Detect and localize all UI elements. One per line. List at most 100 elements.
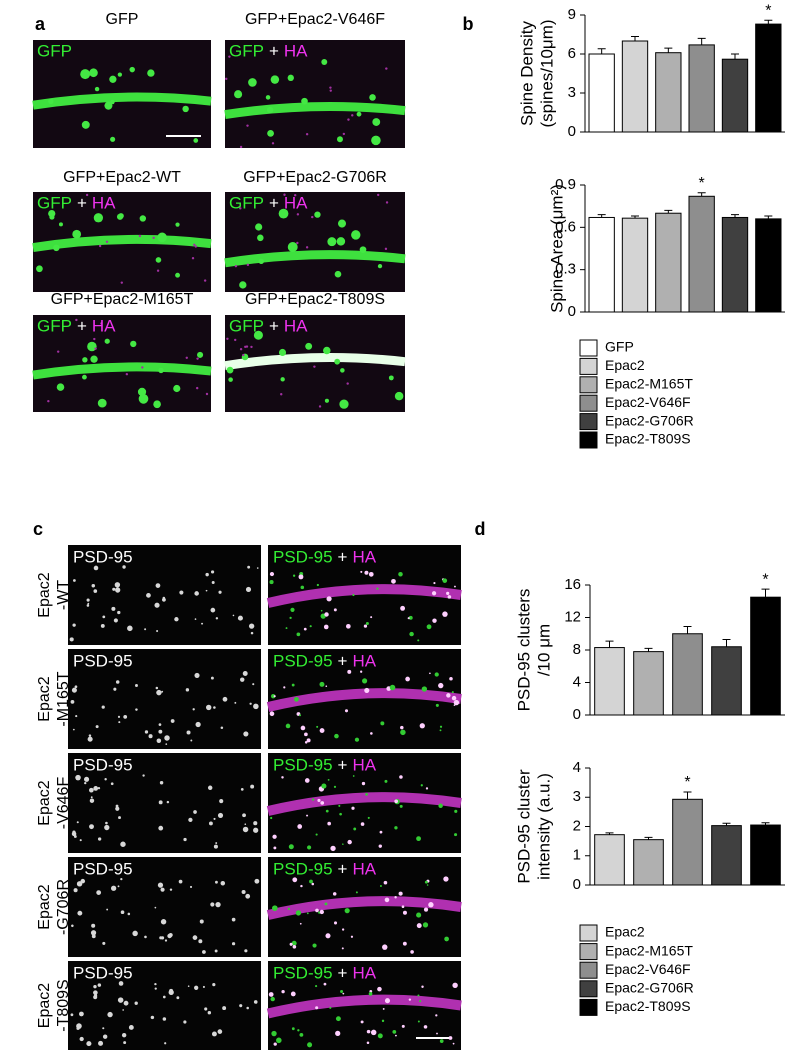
ha-signal: [185, 356, 188, 359]
puncta: [365, 622, 369, 626]
legend-swatch: [579, 394, 598, 412]
puncta: [425, 787, 429, 790]
puncta: [288, 844, 294, 850]
puncta: [347, 669, 352, 674]
spine: [182, 105, 189, 113]
puncta: [135, 684, 138, 687]
spine: [90, 355, 98, 363]
error-bar: [664, 47, 673, 53]
legend-swatch: [579, 980, 598, 998]
error-bar: [644, 647, 653, 652]
puncta: [327, 778, 330, 781]
dendrite: [32, 362, 212, 380]
puncta: [253, 821, 258, 826]
puncta: [76, 881, 83, 887]
ha-signal: [246, 263, 250, 267]
puncta: [222, 696, 228, 702]
puncta: [442, 578, 448, 583]
puncta: [326, 596, 332, 602]
spine: [94, 86, 100, 92]
puncta: [245, 586, 252, 593]
puncta: [176, 996, 180, 1000]
puncta: [360, 1020, 364, 1024]
puncta: [426, 624, 432, 630]
puncta: [401, 1024, 405, 1028]
spine: [340, 368, 345, 373]
channel-label: PSD-95: [73, 547, 133, 566]
row-label: Epac2: [36, 676, 53, 721]
puncta: [102, 1034, 108, 1039]
puncta: [341, 928, 345, 931]
puncta: [364, 687, 370, 693]
puncta: [290, 991, 296, 997]
puncta: [315, 985, 318, 988]
puncta: [383, 880, 388, 885]
puncta: [217, 812, 224, 818]
puncta: [121, 1032, 127, 1038]
puncta: [402, 941, 407, 946]
legend-swatch: [579, 357, 598, 375]
spine: [175, 272, 180, 278]
puncta: [96, 890, 102, 895]
puncta: [107, 1011, 113, 1018]
spine: [336, 237, 346, 246]
legend-label: GFP: [605, 339, 634, 355]
puncta: [194, 985, 199, 990]
puncta: [253, 1000, 258, 1004]
bar: [721, 216, 749, 313]
spine: [82, 357, 88, 363]
ha-signal: [296, 213, 300, 216]
puncta: [408, 615, 413, 620]
puncta: [304, 732, 308, 737]
puncta: [220, 726, 224, 730]
ha-signal: [141, 366, 144, 369]
ha-signal: [85, 193, 89, 197]
channel-label: PSD-95: [273, 755, 333, 774]
puncta: [83, 776, 90, 782]
puncta: [439, 1039, 444, 1043]
puncta: [242, 671, 248, 676]
puncta: [84, 781, 87, 785]
spine: [93, 213, 104, 223]
ha-signal: [47, 399, 50, 403]
puncta: [158, 825, 164, 831]
puncta: [333, 608, 337, 612]
puncta: [273, 846, 277, 850]
puncta: [384, 779, 388, 783]
puncta: [333, 785, 337, 788]
puncta: [339, 812, 342, 816]
puncta: [120, 910, 125, 915]
spine: [356, 111, 362, 117]
row-label: -M165T: [55, 671, 72, 726]
puncta: [421, 686, 428, 692]
error-bar: [731, 53, 739, 60]
bar: [633, 839, 664, 886]
spine: [56, 383, 65, 391]
micrograph: [68, 961, 261, 1050]
y-tick-label: 12: [564, 608, 581, 625]
puncta: [368, 571, 374, 577]
puncta: [394, 896, 397, 899]
puncta: [242, 813, 246, 818]
image-title: GFP: [106, 11, 139, 28]
ha-signal: [239, 145, 243, 149]
puncta: [416, 836, 421, 842]
puncta: [86, 604, 90, 607]
puncta: [198, 939, 203, 944]
spine: [239, 281, 247, 289]
puncta: [379, 884, 382, 887]
puncta: [276, 1037, 282, 1044]
channel-label: +: [338, 651, 348, 670]
puncta: [287, 907, 291, 911]
puncta: [399, 775, 403, 779]
puncta: [327, 821, 331, 826]
puncta: [185, 688, 190, 692]
puncta: [194, 618, 197, 620]
spine: [270, 75, 280, 84]
puncta: [214, 949, 218, 953]
image-title: GFP+Epac2-M165T: [51, 291, 194, 308]
puncta: [104, 824, 110, 831]
puncta: [453, 704, 456, 707]
puncta: [309, 879, 313, 884]
puncta: [89, 798, 95, 803]
